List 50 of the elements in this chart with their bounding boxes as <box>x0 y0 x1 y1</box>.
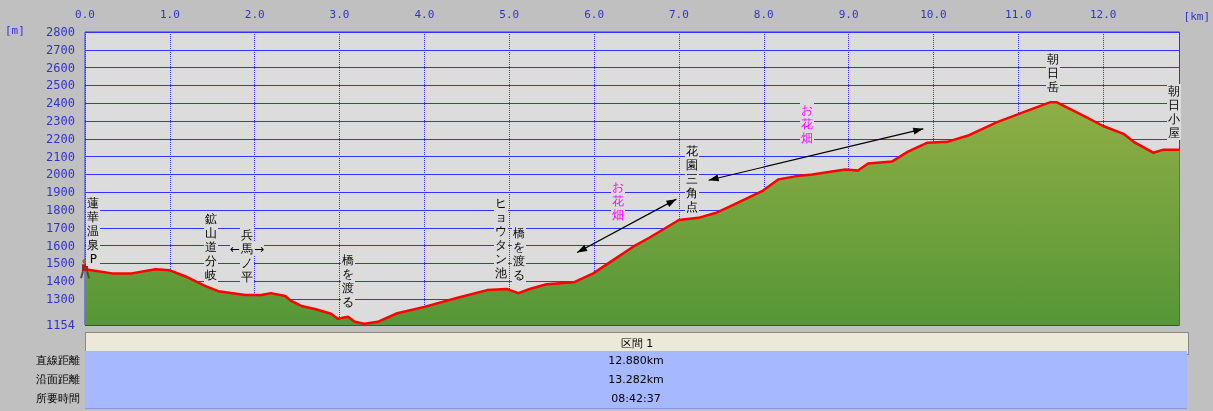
x-tick-label: 3.0 <box>329 8 350 21</box>
y-tick-label: 2500 <box>46 78 75 93</box>
text: 08:42:37 <box>85 389 1187 409</box>
y-tick-label: 1300 <box>46 292 75 307</box>
x-tick-label: 11.0 <box>1005 8 1032 21</box>
y-tick-label: 2600 <box>46 60 75 75</box>
y-tick-label: 2200 <box>46 131 75 146</box>
x-tick-label: 12.0 <box>1089 8 1117 21</box>
y-axis-title: [m] <box>5 24 25 37</box>
y-tick-label: 1700 <box>46 220 75 235</box>
y-tick-label: 1900 <box>46 185 75 200</box>
x-tick-label: 8.0 <box>753 8 774 21</box>
x-tick-label: 10.0 <box>920 8 947 21</box>
y-tick-label: 2300 <box>46 114 75 128</box>
annotation: お花畑 <box>800 103 815 146</box>
annotation: ヒョウタン池 <box>493 195 508 280</box>
y-tick-label: 2700 <box>46 42 75 57</box>
y-tick-label: 1500 <box>46 256 75 271</box>
y-tick-label: 2000 <box>46 167 75 182</box>
annotation: 朝日岳 <box>1046 51 1061 94</box>
y-tick-label: 2800 <box>46 25 75 39</box>
y-tick-label: 2400 <box>46 96 75 111</box>
annotation: 蓮華温泉P <box>86 195 101 266</box>
y-tick-label: 1400 <box>46 274 75 289</box>
y-tick-label: 1800 <box>46 203 75 218</box>
annotation: 橋を渡る <box>341 252 356 309</box>
x-tick-label: 2.0 <box>244 8 265 21</box>
x-tick-label: 1.0 <box>159 8 180 21</box>
annotation: 朝日小屋 <box>1166 83 1181 140</box>
text: 12.880km <box>85 351 1187 371</box>
x-tick-label: 6.0 <box>584 8 605 21</box>
y-tick-label: 1600 <box>46 238 75 253</box>
annotation: 橋を渡る <box>512 226 527 283</box>
x-tick-label: 5.0 <box>499 8 520 21</box>
text: 沿面距離 <box>35 372 80 388</box>
x-tick-label: 7.0 <box>668 8 689 21</box>
y-tick-label: 2100 <box>46 149 75 164</box>
x-tick-label: 9.0 <box>838 8 859 21</box>
x-tick-label: 4.0 <box>414 8 435 21</box>
text: 所要時間 <box>35 391 80 407</box>
text: 区間 1 <box>85 332 1189 355</box>
x-tick-label: 0.0 <box>75 8 95 21</box>
annotation: ←兵馬ノ平→ <box>229 227 265 284</box>
text: 13.282km <box>85 370 1187 390</box>
annotation: お花畑 <box>610 179 625 222</box>
y-tick-label: 1154 <box>46 318 75 332</box>
x-axis-title: [km] <box>1183 10 1211 23</box>
text: 直線距離 <box>35 353 80 369</box>
annotation: 鉱山道分岐 <box>203 211 218 282</box>
annotation: 花園三角点 <box>685 144 700 215</box>
